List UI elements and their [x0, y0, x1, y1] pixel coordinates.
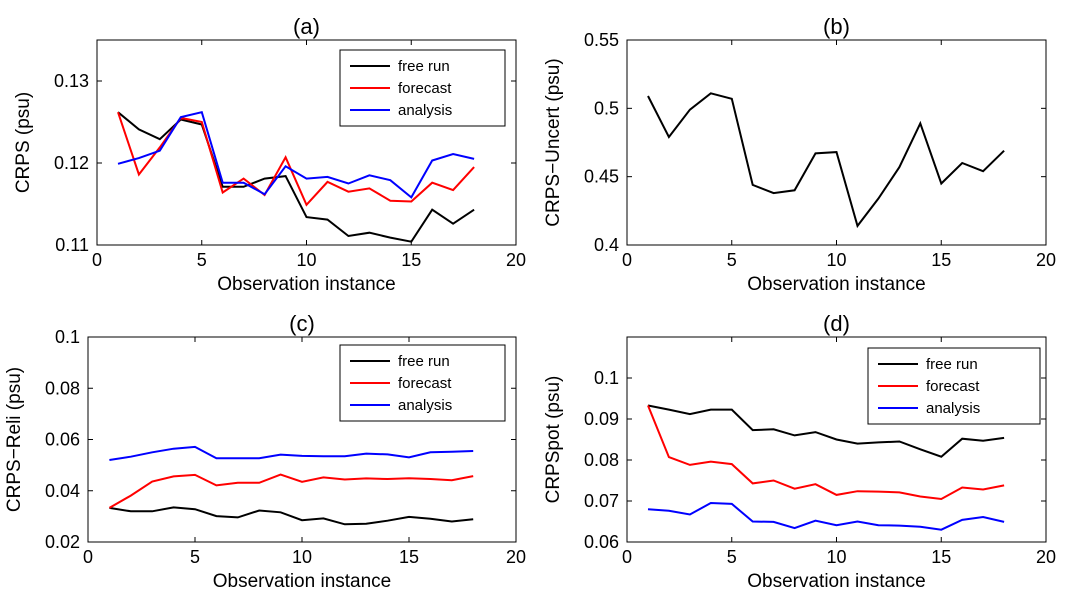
series-line-analysis: [109, 445, 474, 461]
y-axis-label: CRPS−Uncert (psu): [543, 58, 564, 226]
legend-label: free run: [926, 356, 978, 373]
x-tick-label: 0: [622, 547, 632, 567]
y-tick-label: 0.06: [584, 532, 619, 552]
legend-label: forecast: [398, 80, 452, 97]
x-tick-label: 0: [92, 250, 102, 270]
y-tick-label: 0.55: [584, 30, 619, 50]
y-tick-label: 0.4: [594, 235, 619, 255]
y-tick-label: 0.1: [594, 368, 619, 388]
x-axis-label: Observation instance: [747, 571, 926, 592]
x-axis-label: Observation instance: [213, 571, 392, 592]
series-line-analysis: [647, 501, 1005, 531]
series-line-forecast: [108, 473, 474, 509]
x-tick-label: 20: [506, 250, 526, 270]
series-line-free-run: [109, 506, 474, 526]
y-axis-label: CRPSpot (psu): [543, 376, 564, 504]
x-tick-label: 20: [1036, 547, 1056, 567]
legend-label: free run: [398, 353, 450, 370]
y-tick-label: 0.09: [584, 409, 619, 429]
legend: free run forecast analysis: [339, 49, 506, 127]
x-tick-label: 15: [931, 547, 951, 567]
x-tick-label: 5: [197, 250, 207, 270]
y-tick-label: 0.08: [45, 378, 80, 398]
x-tick-label: 5: [727, 547, 737, 567]
y-tick-label: 0.04: [45, 481, 80, 501]
x-tick-label: 20: [1036, 250, 1056, 270]
series-line-forecast: [647, 405, 1005, 501]
series-line-analysis: [117, 111, 475, 199]
x-tick-label: 15: [931, 250, 951, 270]
panel-b: 0 5 10 15 20 0.4 0.45 0.5 0.55 (b) Observation ins…: [543, 14, 1056, 295]
panel-d: 0 5 10 15 20 0.06 0.07 0.08 0.09 0.1 (d) Observatio…: [543, 311, 1056, 592]
x-tick-label: 10: [292, 547, 312, 567]
x-tick-label: 5: [727, 250, 737, 270]
y-tick-label: 0.5: [594, 98, 619, 118]
legend: free run forecast analysis: [339, 344, 506, 422]
panel-a: 0 5 10 15 20 0.11 0.12 0.13 (a) Observation insta…: [13, 14, 526, 295]
panel-title: (c): [289, 311, 315, 336]
y-tick-label: 0.45: [584, 167, 619, 187]
x-tick-label: 10: [826, 547, 846, 567]
y-tick-label: 0.06: [45, 430, 80, 450]
legend-label: forecast: [398, 375, 452, 392]
y-axis-label: CRPS (psu): [13, 92, 34, 193]
legend-label: forecast: [926, 378, 980, 395]
x-tick-label: 10: [826, 250, 846, 270]
y-tick-label: 0.07: [584, 491, 619, 511]
x-axis-label: Observation instance: [747, 274, 926, 295]
legend-label: analysis: [398, 397, 452, 414]
y-tick-label: 0.13: [54, 71, 89, 91]
legend-label: free run: [398, 58, 450, 75]
x-tick-label: 15: [399, 547, 419, 567]
axes-box: [626, 39, 1047, 246]
x-axis-label: Observation instance: [217, 274, 396, 295]
x-tick-label: 5: [190, 547, 200, 567]
panel-title: (b): [823, 14, 850, 39]
x-tick-label: 20: [506, 547, 526, 567]
legend: free run forecast analysis: [867, 347, 1041, 425]
panel-title: (d): [823, 311, 850, 336]
legend-label: analysis: [926, 400, 980, 417]
x-tick-label: 0: [83, 547, 93, 567]
x-tick-label: 10: [296, 250, 316, 270]
legend-label: analysis: [398, 102, 452, 119]
y-tick-label: 0.02: [45, 532, 80, 552]
y-tick-label: 0.1: [55, 327, 80, 347]
y-axis-label: CRPS−Reli (psu): [4, 367, 25, 512]
panel-c: 0 5 10 15 20 0.02 0.04 0.06 0.08 0.1 (c) Observatio…: [4, 311, 526, 592]
y-tick-label: 0.12: [54, 153, 89, 173]
y-tick-label: 0.11: [55, 235, 89, 255]
panel-title: (a): [293, 14, 320, 39]
y-tick-label: 0.08: [584, 450, 619, 470]
series-line-series: [647, 92, 1005, 229]
series-line-free-run: [647, 404, 1005, 458]
x-tick-label: 0: [622, 250, 632, 270]
x-tick-label: 15: [401, 250, 421, 270]
